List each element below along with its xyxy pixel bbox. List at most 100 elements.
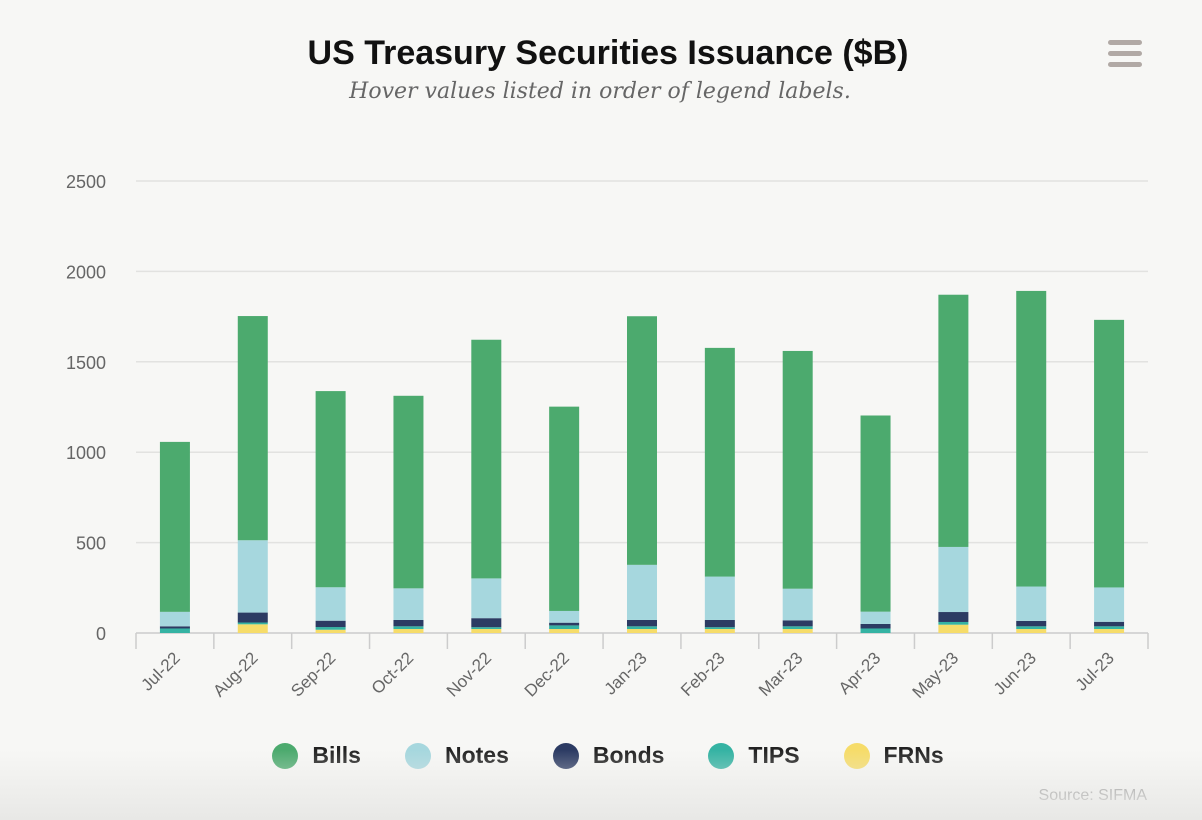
hamburger-menu-icon[interactable]	[1106, 40, 1142, 68]
bar-bonds-jul-22[interactable]	[159, 626, 190, 629]
bar-notes-nov-22[interactable]	[471, 578, 502, 619]
bar-frns-mar-23[interactable]	[782, 629, 813, 633]
bar-bonds-jun-23[interactable]	[1016, 620, 1047, 627]
bar-tips-jan-23[interactable]	[627, 626, 657, 630]
legend-item-bonds[interactable]: Bonds	[552, 742, 665, 769]
bar-notes-jun-23[interactable]	[1016, 586, 1047, 621]
x-tick-label: Jul-22	[138, 648, 184, 694]
bar-bills-nov-22[interactable]	[471, 339, 502, 579]
bar-notes-sep-22[interactable]	[315, 587, 346, 621]
x-tick-label: Feb-23	[677, 648, 729, 700]
bar-bonds-feb-23[interactable]	[704, 619, 735, 628]
bar-notes-may-23[interactable]	[938, 546, 969, 613]
x-tick-label: Apr-23	[835, 648, 885, 698]
y-tick-label: 2000	[66, 262, 106, 282]
bar-notes-feb-23[interactable]	[704, 576, 735, 620]
bar-frns-sep-22[interactable]	[315, 629, 346, 633]
x-tick-label: Dec-22	[521, 648, 573, 700]
bar-tips-aug-22[interactable]	[237, 622, 268, 625]
bar-frns-jan-23[interactable]	[627, 629, 657, 633]
y-tick-label: 0	[96, 624, 106, 644]
bar-bills-jul-22[interactable]	[159, 441, 190, 612]
bar-bills-jun-23[interactable]	[1016, 290, 1047, 587]
bar-tips-jun-23[interactable]	[1016, 626, 1047, 630]
bar-bonds-aug-22[interactable]	[237, 612, 268, 623]
bar-tips-mar-23[interactable]	[782, 626, 813, 630]
bar-bills-apr-23[interactable]	[860, 415, 891, 612]
bar-bills-sep-22[interactable]	[315, 391, 346, 588]
bar-frns-jun-23[interactable]	[1016, 629, 1047, 633]
bar-tips-oct-22[interactable]	[393, 626, 424, 630]
bar-notes-aug-22[interactable]	[237, 540, 268, 613]
bar-tips-sep-22[interactable]	[315, 627, 346, 630]
x-tick-label: Oct-22	[368, 648, 418, 698]
y-tick-label: 1000	[66, 443, 106, 463]
legend-marker	[404, 742, 431, 769]
bar-notes-dec-22[interactable]	[549, 610, 580, 623]
chart-legend: Bills Notes Bonds TIPS FRNs	[0, 742, 1202, 769]
legend-marker	[272, 742, 299, 769]
legend-label: Bills	[312, 742, 361, 768]
bar-bills-jan-23[interactable]	[627, 316, 657, 565]
bar-frns-aug-22[interactable]	[237, 624, 268, 633]
bar-tips-jul-23[interactable]	[1094, 626, 1125, 630]
bar-bonds-jul-23[interactable]	[1094, 621, 1125, 627]
x-tick-label: May-23	[909, 648, 963, 702]
legend-label: Notes	[444, 742, 509, 768]
bar-frns-jul-23[interactable]	[1094, 629, 1125, 633]
bar-tips-jul-22[interactable]	[159, 628, 190, 633]
legend-marker	[843, 742, 870, 769]
bar-notes-oct-22[interactable]	[393, 588, 424, 620]
legend-item-frns[interactable]: FRNs	[843, 742, 944, 769]
bar-bonds-mar-23[interactable]	[782, 620, 813, 627]
bar-bonds-may-23[interactable]	[938, 612, 969, 622]
x-tick-label: Jan-23	[601, 648, 651, 698]
x-tick-label: Nov-22	[443, 648, 495, 700]
bar-bills-may-23[interactable]	[938, 294, 969, 547]
y-tick-label: 500	[76, 534, 106, 554]
x-tick-label: Jul-23	[1072, 648, 1118, 694]
bar-tips-nov-22[interactable]	[471, 627, 502, 630]
bar-bonds-apr-23[interactable]	[860, 623, 891, 629]
bar-bills-jul-23[interactable]	[1094, 319, 1125, 588]
bar-bonds-dec-22[interactable]	[549, 622, 580, 626]
chart-subtitle: Hover values listed in order of legend l…	[349, 79, 851, 104]
y-tick-label: 2500	[66, 172, 106, 192]
legend-label: TIPS	[748, 742, 800, 768]
y-tick-label: 1500	[66, 353, 106, 373]
x-tick-label: Sep-22	[287, 648, 339, 700]
legend-label: FRNs	[883, 742, 944, 768]
bar-tips-may-23[interactable]	[938, 621, 969, 625]
bar-notes-mar-23[interactable]	[782, 588, 813, 621]
chart-credit[interactable]: Source: SIFMA	[1038, 787, 1147, 804]
bar-tips-dec-22[interactable]	[549, 625, 580, 630]
bar-notes-jul-23[interactable]	[1094, 587, 1125, 622]
bar-frns-nov-22[interactable]	[471, 629, 502, 633]
bar-tips-apr-23[interactable]	[860, 628, 891, 633]
chart-title: US Treasury Securities Issuance ($B)	[307, 34, 909, 72]
legend-marker	[708, 742, 735, 769]
bar-bonds-sep-22[interactable]	[315, 620, 346, 628]
x-tick-label: Mar-23	[755, 648, 807, 700]
bar-notes-apr-23[interactable]	[860, 611, 891, 624]
bar-frns-may-23[interactable]	[938, 624, 969, 633]
bar-bills-oct-22[interactable]	[393, 395, 424, 589]
legend-item-notes[interactable]: Notes	[404, 742, 509, 769]
bar-notes-jul-22[interactable]	[159, 611, 190, 627]
legend-item-bills[interactable]: Bills	[272, 742, 361, 769]
bar-frns-oct-22[interactable]	[393, 629, 424, 633]
bar-tips-feb-23[interactable]	[704, 627, 735, 630]
bar-bills-mar-23[interactable]	[782, 350, 813, 589]
bar-bonds-nov-22[interactable]	[471, 618, 502, 628]
bar-bills-feb-23[interactable]	[704, 347, 735, 577]
bar-bills-aug-22[interactable]	[237, 316, 268, 541]
legend-item-tips[interactable]: TIPS	[708, 742, 800, 769]
x-tick-label: Aug-22	[209, 648, 261, 700]
bar-bills-dec-22[interactable]	[549, 406, 580, 611]
bar-frns-feb-23[interactable]	[704, 629, 735, 633]
bar-notes-jan-23[interactable]	[627, 564, 657, 620]
bar-bonds-jan-23[interactable]	[627, 619, 657, 627]
bar-bonds-oct-22[interactable]	[393, 619, 424, 627]
legend-label: Bonds	[592, 742, 665, 768]
bar-frns-dec-22[interactable]	[549, 629, 580, 633]
